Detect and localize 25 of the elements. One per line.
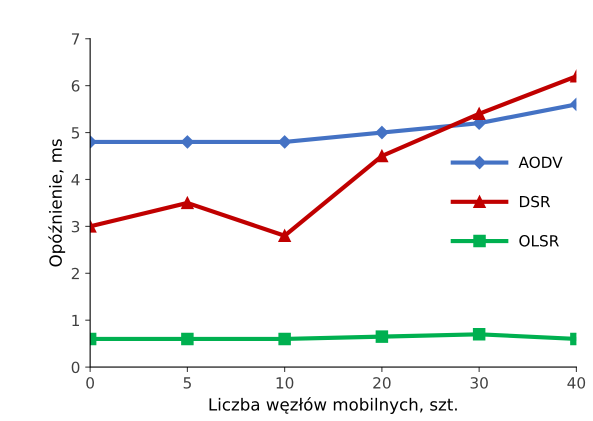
point (375, 126, 388, 140)
y-tick-label: 1 (72, 314, 80, 326)
point (376, 330, 388, 343)
point (278, 230, 291, 242)
x-tick-label: 10 (276, 377, 294, 389)
point (278, 135, 292, 149)
x-tick-label: 0 (86, 377, 94, 389)
point (278, 332, 291, 346)
y-tick-label: 4 (71, 174, 80, 186)
y-tick-label: 3 (72, 220, 80, 232)
y-tick-label: 6 (72, 80, 80, 92)
x-axis-title: Liczba węzłów mobilnych, szt. (210, 397, 457, 414)
x-tick-label: 20 (373, 377, 391, 389)
x-tick-label: 5 (184, 377, 191, 389)
y-tick-label: 7 (72, 33, 80, 45)
point (376, 150, 388, 162)
legend-label: OLSR (519, 235, 559, 247)
x-tick-label: 30 (470, 377, 488, 389)
y-tick-label: 0 (72, 362, 80, 374)
legend-label: AODV (518, 156, 563, 168)
y-tick-label: 5 (72, 127, 80, 139)
legend-label: DSR (520, 196, 550, 208)
y-axis-title: Opóźnienie, ms (48, 139, 66, 267)
y-tick-label: 2 (72, 268, 79, 280)
x-tick-label: 40 (567, 377, 586, 389)
